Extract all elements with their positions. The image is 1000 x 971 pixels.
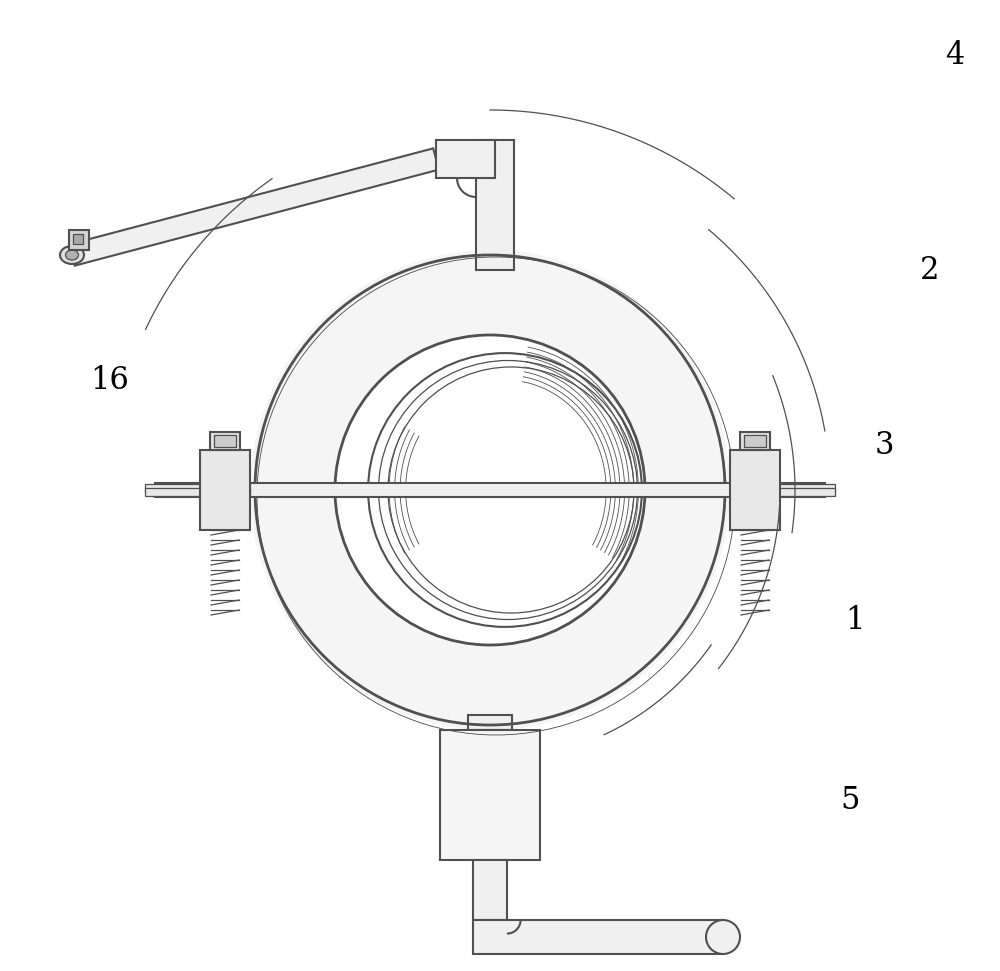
- Text: 16: 16: [91, 365, 129, 396]
- Bar: [145, 485, 250, 492]
- Bar: [73, 234, 83, 244]
- Bar: [210, 432, 240, 450]
- Bar: [440, 730, 540, 860]
- Bar: [200, 450, 250, 530]
- Bar: [69, 230, 89, 250]
- Circle shape: [335, 335, 645, 645]
- Bar: [155, 483, 825, 497]
- Bar: [473, 860, 507, 920]
- Bar: [476, 140, 514, 270]
- Ellipse shape: [60, 246, 84, 264]
- Bar: [473, 920, 723, 954]
- Bar: [744, 435, 766, 447]
- Text: 1: 1: [845, 605, 864, 635]
- Bar: [214, 435, 236, 447]
- Circle shape: [250, 250, 730, 730]
- Bar: [468, 715, 512, 730]
- Circle shape: [706, 920, 740, 954]
- Ellipse shape: [66, 250, 78, 260]
- Text: 2: 2: [920, 254, 940, 285]
- Bar: [145, 487, 250, 495]
- Bar: [740, 432, 770, 450]
- Bar: [730, 450, 780, 530]
- Text: 4: 4: [945, 40, 964, 71]
- Polygon shape: [69, 149, 439, 266]
- Text: 5: 5: [840, 785, 860, 816]
- Bar: [730, 487, 835, 495]
- Ellipse shape: [368, 353, 642, 627]
- Text: 3: 3: [875, 429, 895, 460]
- Bar: [730, 485, 835, 492]
- Bar: [436, 140, 495, 178]
